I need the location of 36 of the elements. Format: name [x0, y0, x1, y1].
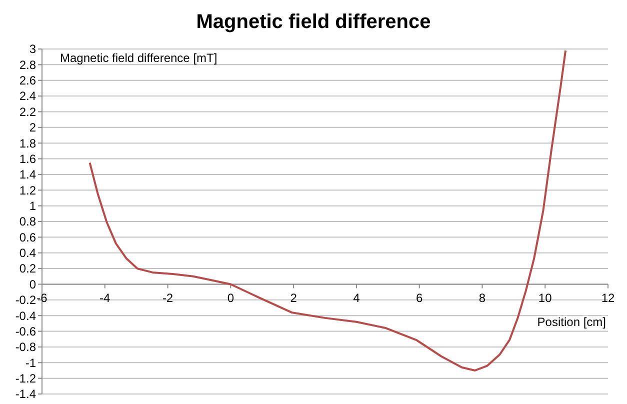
y-tick-label: 1.6 [19, 152, 36, 166]
y-tick-label: 0.4 [19, 246, 36, 260]
y-tick-label: -1.4 [15, 387, 36, 402]
y-axis-title: Magnetic field difference [mT] [60, 51, 218, 65]
y-tick-label: 1.2 [19, 183, 36, 198]
x-tick-label: 4 [353, 291, 360, 306]
y-tick-label: 2.2 [19, 104, 36, 119]
y-tick-label: 1.8 [19, 136, 36, 150]
y-tick-label: -1 [25, 356, 36, 370]
y-tick-label: 1.4 [19, 168, 36, 182]
x-tick-label: -4 [100, 291, 111, 306]
y-tick-label: 1 [29, 199, 36, 214]
x-axis-title: Position [cm] [537, 315, 606, 330]
y-tick-label: -0.8 [15, 340, 36, 354]
y-tick-label: -1.2 [15, 372, 36, 386]
y-tick-label: 2 [29, 120, 36, 135]
y-tick-label: -0.2 [15, 293, 36, 308]
y-tick-label: 0.8 [19, 214, 36, 229]
y-tick-label: -0.6 [15, 324, 36, 338]
x-tick-label: 0 [227, 291, 234, 306]
x-tick-label: 2 [290, 291, 298, 306]
y-tick-label: 2.4 [19, 89, 36, 104]
x-tick-label: 8 [478, 291, 486, 306]
x-tick-label: 12 [601, 291, 615, 306]
x-tick-label: -2 [162, 291, 174, 306]
y-tick-label: 0 [29, 277, 36, 292]
y-tick-label: 0.2 [19, 262, 36, 276]
chart-title: Magnetic field difference [196, 11, 431, 33]
x-tick-label: 10 [538, 291, 552, 306]
y-tick-label: 0.6 [19, 230, 36, 244]
x-tick-label: -6 [36, 291, 48, 306]
y-tick-label: 2.6 [19, 74, 36, 88]
y-tick-label: 3 [29, 42, 36, 56]
y-tick-label: -0.4 [15, 308, 36, 323]
y-tick-label: 2.8 [19, 58, 36, 72]
x-tick-label: 6 [416, 291, 423, 306]
